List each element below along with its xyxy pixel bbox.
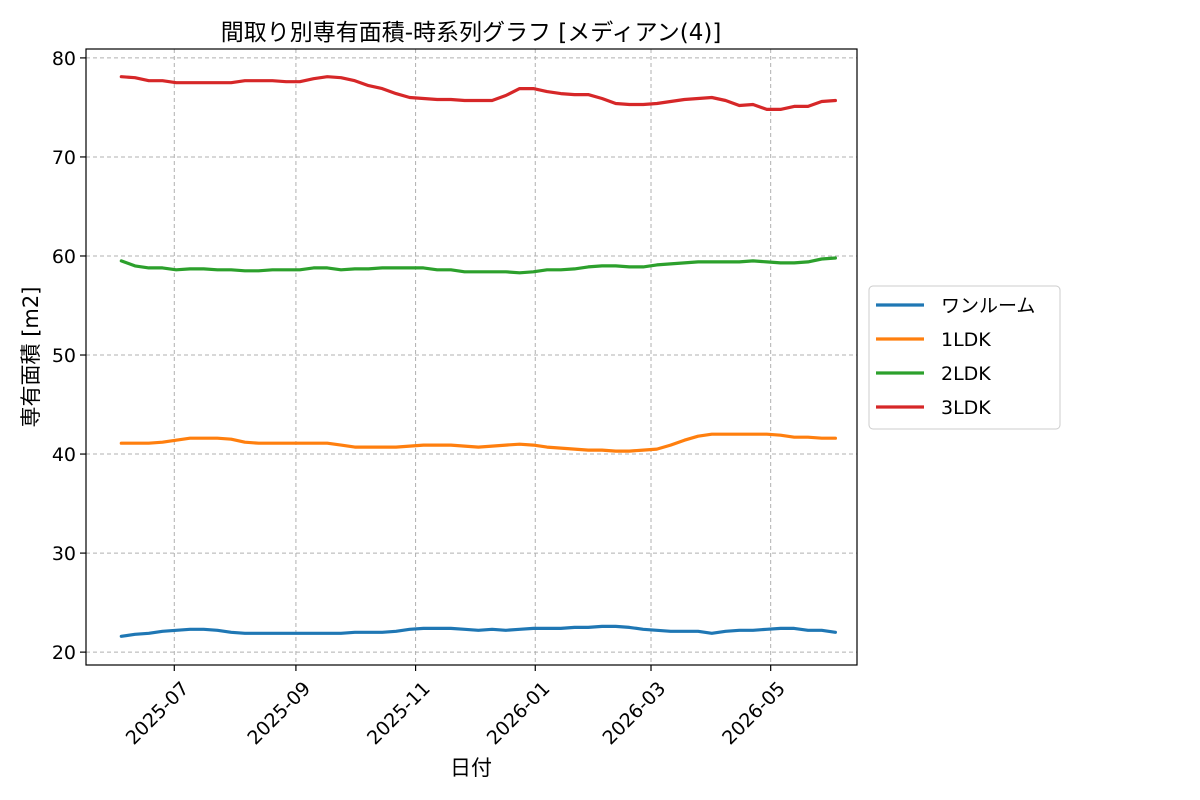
legend-label: 1LDK <box>941 329 991 351</box>
legend-label: 2LDK <box>941 363 991 385</box>
x-axis-label: 日付 <box>450 756 492 780</box>
plot-frame <box>85 48 858 666</box>
y-axis: 20 30 40 50 60 70 80 <box>52 48 86 664</box>
series-line-0 <box>119 624 838 638</box>
x-tick-label: 2026-01 <box>483 678 555 750</box>
y-tick-label: 40 <box>52 444 76 466</box>
y-tick-label: 50 <box>52 345 76 367</box>
series-line-2 <box>119 256 838 275</box>
y-tick-label: 70 <box>52 147 76 169</box>
x-tick-label: 2026-03 <box>598 678 670 750</box>
series-line-3 <box>119 75 838 112</box>
x-tick-label: 2025-11 <box>363 678 435 750</box>
legend-label: ワンルーム <box>941 295 1035 317</box>
x-tick-label: 2025-09 <box>243 678 315 750</box>
legend-label: 3LDK <box>941 397 991 419</box>
y-tick-label: 60 <box>52 246 76 268</box>
chart-title: 間取り別専有面積-時系列グラフ [メディアン(4)] <box>221 20 722 46</box>
y-axis-label: 専有面積 [m2] <box>19 287 43 428</box>
y-tick-label: 30 <box>52 543 76 565</box>
x-tick-label: 2026-05 <box>718 678 790 750</box>
series-lines <box>119 75 838 638</box>
y-tick-label: 20 <box>52 642 76 664</box>
grid-lines <box>86 49 857 665</box>
legend-box <box>868 285 1061 430</box>
x-axis: 2025-07 2025-09 2025-11 2026-01 2026-03 2026-… <box>122 665 790 749</box>
y-tick-label: 80 <box>52 48 76 70</box>
legend: ワンルーム 1LDK 2LDK 3LDK <box>868 285 1061 430</box>
x-tick-label: 2025-07 <box>122 678 194 750</box>
series-line-1 <box>119 432 838 453</box>
